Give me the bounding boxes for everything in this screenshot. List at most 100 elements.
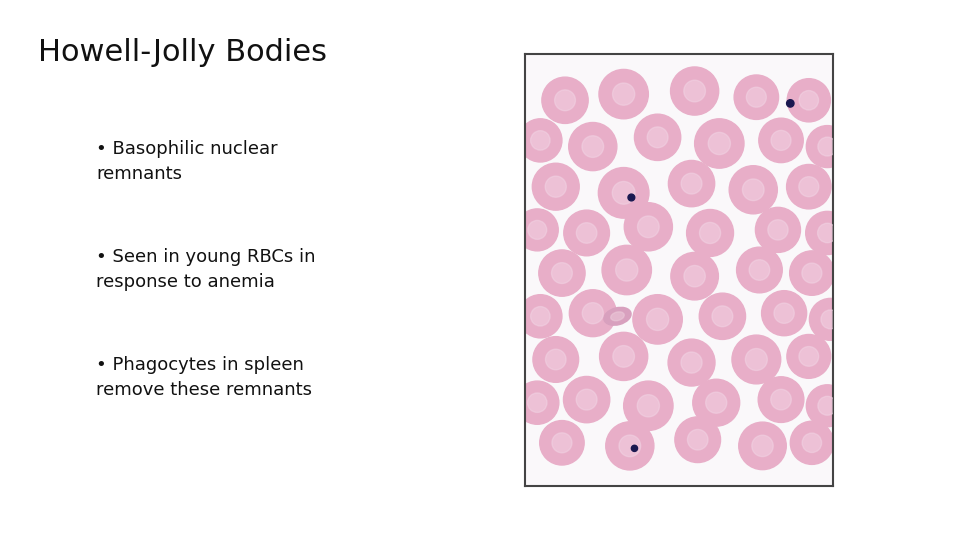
Circle shape (564, 376, 610, 423)
Circle shape (799, 347, 819, 366)
Circle shape (568, 123, 617, 171)
Circle shape (615, 259, 637, 281)
Circle shape (540, 421, 584, 465)
Circle shape (699, 293, 746, 340)
Circle shape (555, 90, 575, 111)
Circle shape (708, 132, 731, 154)
Circle shape (670, 67, 719, 115)
Circle shape (734, 75, 779, 119)
Circle shape (706, 392, 727, 413)
Circle shape (528, 220, 546, 239)
Circle shape (606, 422, 654, 470)
Circle shape (684, 266, 706, 287)
Circle shape (774, 303, 794, 323)
Circle shape (752, 435, 773, 457)
Circle shape (787, 79, 830, 122)
Circle shape (531, 307, 550, 326)
Circle shape (686, 210, 733, 256)
Circle shape (624, 381, 673, 430)
Circle shape (518, 119, 562, 162)
Circle shape (516, 209, 558, 251)
Circle shape (619, 435, 640, 457)
Circle shape (799, 91, 819, 110)
Circle shape (803, 433, 822, 453)
Circle shape (786, 165, 831, 209)
Circle shape (805, 211, 849, 254)
Circle shape (790, 421, 833, 464)
Circle shape (749, 260, 770, 280)
Circle shape (818, 223, 837, 242)
Circle shape (668, 339, 715, 386)
Circle shape (756, 207, 801, 252)
Circle shape (637, 216, 660, 238)
Circle shape (682, 173, 702, 194)
Circle shape (802, 263, 822, 283)
Ellipse shape (611, 312, 624, 321)
Circle shape (582, 136, 604, 157)
Circle shape (576, 389, 597, 410)
Circle shape (647, 127, 668, 148)
Circle shape (600, 332, 648, 381)
Circle shape (742, 179, 764, 200)
Circle shape (732, 335, 780, 384)
Circle shape (771, 389, 791, 410)
Circle shape (768, 220, 788, 240)
Circle shape (646, 308, 669, 330)
Circle shape (745, 348, 767, 370)
Circle shape (602, 245, 652, 295)
Circle shape (552, 262, 572, 284)
Circle shape (612, 83, 635, 105)
Circle shape (758, 118, 804, 163)
Circle shape (799, 177, 819, 197)
Circle shape (786, 100, 794, 107)
Circle shape (612, 181, 636, 204)
Circle shape (818, 396, 837, 415)
Circle shape (806, 385, 849, 427)
Circle shape (539, 250, 585, 296)
Circle shape (633, 295, 683, 344)
Circle shape (528, 393, 547, 413)
Circle shape (671, 252, 718, 300)
Circle shape (730, 166, 778, 214)
Circle shape (518, 295, 562, 338)
Circle shape (787, 334, 830, 379)
Circle shape (531, 131, 550, 150)
Circle shape (624, 202, 672, 251)
Circle shape (569, 290, 616, 336)
Circle shape (598, 167, 649, 218)
Circle shape (552, 433, 572, 453)
Circle shape (576, 222, 597, 243)
Circle shape (675, 417, 721, 463)
Circle shape (746, 87, 766, 107)
Circle shape (533, 336, 579, 382)
Circle shape (736, 247, 782, 293)
Circle shape (612, 346, 635, 367)
Circle shape (695, 119, 744, 168)
Circle shape (668, 160, 714, 207)
Circle shape (545, 349, 566, 370)
Circle shape (635, 114, 681, 160)
Circle shape (541, 77, 588, 124)
Circle shape (758, 377, 804, 422)
Circle shape (583, 302, 603, 324)
Circle shape (681, 352, 702, 373)
Circle shape (564, 210, 610, 256)
Circle shape (806, 126, 849, 167)
Circle shape (818, 137, 837, 156)
Circle shape (693, 379, 739, 426)
Circle shape (687, 429, 708, 450)
Circle shape (821, 310, 840, 329)
Circle shape (684, 80, 706, 102)
Circle shape (628, 194, 635, 201)
Circle shape (516, 381, 559, 424)
Circle shape (545, 176, 566, 197)
Text: Howell-Jolly Bodies: Howell-Jolly Bodies (38, 38, 327, 67)
Ellipse shape (604, 307, 631, 325)
Text: • Basophilic nuclear
remnants: • Basophilic nuclear remnants (96, 140, 277, 184)
Circle shape (532, 163, 579, 210)
Circle shape (700, 222, 721, 244)
Text: • Seen in young RBCs in
response to anemia: • Seen in young RBCs in response to anem… (96, 248, 316, 292)
Circle shape (739, 422, 786, 470)
Circle shape (771, 130, 791, 151)
Circle shape (712, 306, 732, 327)
